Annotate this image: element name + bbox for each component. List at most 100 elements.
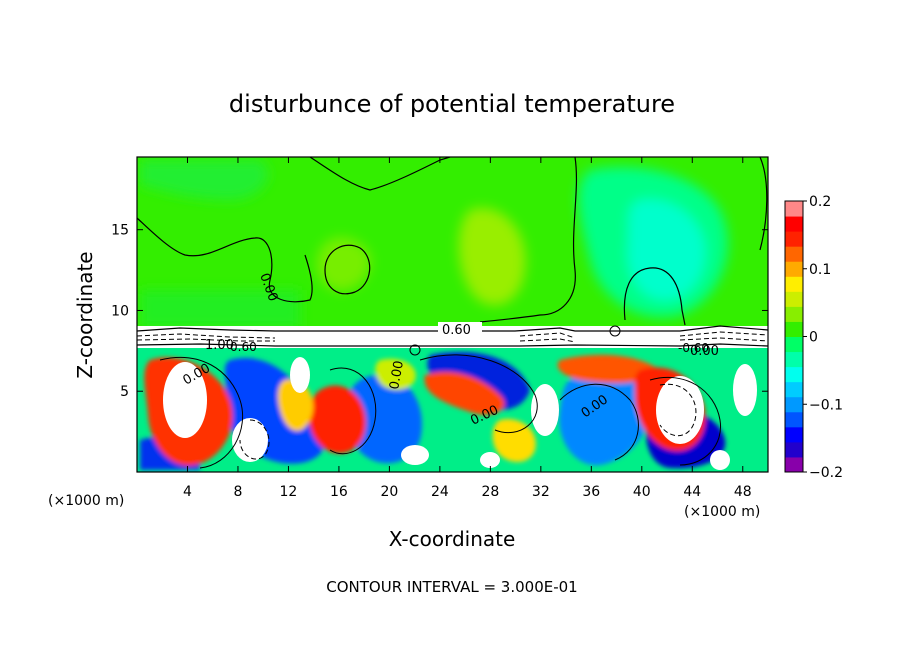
contour-label-7: 0.60 bbox=[442, 323, 471, 338]
colorbar-swatch bbox=[785, 216, 803, 232]
colorbar-tick-label: 0.2 bbox=[809, 194, 831, 210]
colorbar-tick-label: 0 bbox=[809, 330, 818, 346]
contour-line-4 bbox=[559, 383, 639, 461]
upper-contours bbox=[137, 157, 768, 326]
upper-band-patch bbox=[140, 290, 300, 328]
white-cell-6 bbox=[531, 384, 559, 436]
contour-interval-note: CONTOUR INTERVAL = 3.000E-01 bbox=[326, 578, 577, 596]
y-tick-label: 10 bbox=[111, 303, 129, 319]
contour-line-3 bbox=[419, 354, 538, 434]
x-tick-label: 40 bbox=[633, 484, 651, 500]
white-cell-1 bbox=[163, 362, 207, 438]
colorbar-swatch bbox=[785, 381, 803, 398]
colorbar-swatch bbox=[785, 441, 803, 458]
white-cell-9 bbox=[710, 450, 730, 470]
plot-area: 0.00 0.00 0.00 0.00 0.00 0.00 0.60 1.00 … bbox=[137, 157, 768, 472]
band-contour-bottom bbox=[137, 343, 768, 347]
band-contour-top bbox=[137, 325, 768, 332]
x-unit-label-left: (×1000 m) bbox=[48, 493, 124, 509]
upper-contour-loop bbox=[324, 244, 371, 295]
upper-contour-notch bbox=[623, 267, 686, 326]
upper-contour-top bbox=[309, 157, 451, 191]
colorbar-ticks: 0.2 0.1 0 −0.1 −0.2 bbox=[803, 194, 843, 481]
colorbar-tick-label: 0.1 bbox=[809, 262, 831, 278]
x-axis-ticks: 4 8 12 16 20 24 28 32 36 40 44 48 bbox=[183, 157, 752, 500]
lower-yellow-3 bbox=[375, 358, 416, 390]
colorbar bbox=[785, 201, 803, 473]
y-tick-label: 15 bbox=[111, 223, 129, 239]
chart-title: disturbunce of potential temperature bbox=[229, 90, 675, 118]
white-cell-4 bbox=[401, 445, 429, 465]
colorbar-swatch bbox=[785, 366, 803, 383]
contour-circle-2 bbox=[609, 325, 621, 337]
band-dashed-4 bbox=[519, 337, 768, 343]
x-tick-label: 24 bbox=[431, 484, 449, 500]
lower-field bbox=[137, 325, 768, 472]
plot-frame bbox=[136, 156, 769, 473]
x-tick-label: 28 bbox=[481, 484, 499, 500]
x-tick-label: 12 bbox=[280, 484, 298, 500]
upper-field bbox=[137, 157, 768, 332]
lower-red-3 bbox=[424, 371, 505, 415]
lower-white-cells bbox=[163, 357, 757, 470]
colorbar-swatch bbox=[785, 321, 803, 337]
colorbar-swatch bbox=[785, 201, 803, 217]
lower-blue-2 bbox=[344, 374, 422, 464]
contour-line-2 bbox=[329, 367, 377, 455]
band-dashed-3 bbox=[519, 331, 768, 339]
x-axis-title: X-coordinate bbox=[389, 527, 516, 551]
lower-red-2 bbox=[308, 385, 366, 454]
x-tick-label: 16 bbox=[330, 484, 348, 500]
contour-label-9: 0.60 bbox=[230, 340, 257, 354]
x-tick-label: 44 bbox=[683, 484, 701, 500]
contour-line-5 bbox=[649, 376, 722, 466]
band-dashed-2 bbox=[137, 338, 275, 342]
white-cell-5 bbox=[480, 452, 500, 468]
x-tick-label: 20 bbox=[380, 484, 398, 500]
lower-red-4 bbox=[557, 354, 660, 383]
upper-lime-patch-2 bbox=[458, 208, 526, 306]
colorbar-swatch bbox=[785, 261, 803, 277]
upper-left-patch bbox=[140, 160, 269, 200]
colorbar-tick-label: −0.1 bbox=[809, 397, 843, 413]
contour-label-8: 1.00 bbox=[205, 338, 234, 353]
x-unit-label-right: (×1000 m) bbox=[684, 504, 760, 520]
band-dashed-1 bbox=[137, 333, 276, 339]
contour-dashed-2 bbox=[659, 383, 697, 437]
colorbar-swatch bbox=[785, 246, 803, 262]
upper-contour-right bbox=[479, 157, 578, 323]
colorbar-swatch bbox=[785, 411, 803, 428]
colorbar-swatch bbox=[785, 336, 803, 353]
lower-blue-4 bbox=[559, 369, 651, 466]
y-axis-title: Z-coordinate bbox=[73, 251, 97, 378]
colorbar-swatch bbox=[785, 396, 803, 413]
colorbar-swatch bbox=[785, 456, 803, 473]
lower-yellow-2 bbox=[492, 419, 536, 462]
white-cell-8 bbox=[733, 364, 757, 416]
colorbar-swatch bbox=[785, 306, 803, 322]
upper-contour-main bbox=[137, 217, 313, 303]
x-tick-label: 48 bbox=[734, 484, 752, 500]
contour-line-1 bbox=[159, 356, 244, 469]
x-tick-label: 32 bbox=[532, 484, 550, 500]
contour-label-7-bg bbox=[438, 322, 482, 336]
upper-cyan-core bbox=[627, 199, 706, 300]
colorbar-swatch bbox=[785, 426, 803, 443]
contour-label-10: -0.60 bbox=[678, 341, 709, 355]
lower-yellow-1 bbox=[277, 379, 314, 431]
white-cell-7 bbox=[656, 376, 704, 444]
contour-label-3: 0.00 bbox=[387, 360, 407, 391]
colorbar-swatch bbox=[785, 351, 803, 368]
upper-contour-edge bbox=[759, 157, 768, 251]
white-cell-3 bbox=[290, 357, 310, 393]
lower-contours bbox=[159, 325, 722, 469]
y-axis-ticks: 5 10 15 bbox=[111, 223, 768, 400]
colorbar-swatch bbox=[785, 276, 803, 292]
x-tick-label: 4 bbox=[183, 484, 192, 500]
contour-dashed-1 bbox=[239, 419, 270, 460]
upper-lime-patch-1 bbox=[316, 237, 371, 291]
colorbar-swatch bbox=[785, 231, 803, 247]
colorbar-swatch bbox=[785, 291, 803, 307]
x-tick-label: 8 bbox=[233, 484, 242, 500]
